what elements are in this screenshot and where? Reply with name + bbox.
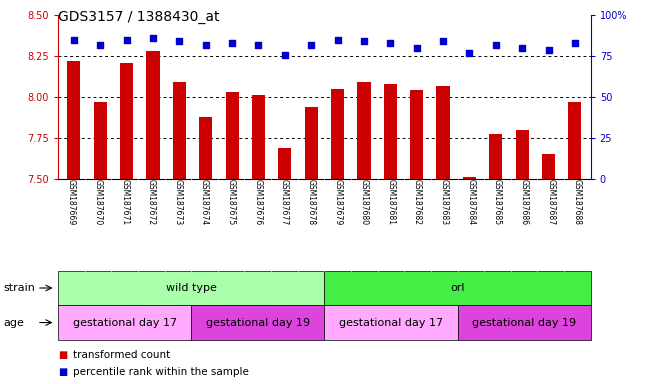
Bar bbox=[489, 134, 502, 179]
Bar bbox=[67, 61, 81, 179]
Text: age: age bbox=[3, 318, 24, 328]
Bar bbox=[568, 102, 581, 179]
Bar bbox=[120, 63, 133, 179]
Bar bbox=[383, 84, 397, 179]
Text: GSM187682: GSM187682 bbox=[413, 179, 422, 225]
Text: orl: orl bbox=[450, 283, 465, 293]
Text: GSM187687: GSM187687 bbox=[546, 179, 555, 225]
Point bbox=[253, 42, 264, 48]
Bar bbox=[252, 95, 265, 179]
Point bbox=[570, 40, 580, 46]
Text: GSM187681: GSM187681 bbox=[387, 179, 395, 225]
Bar bbox=[226, 92, 239, 179]
Text: ■: ■ bbox=[58, 350, 67, 360]
Bar bbox=[410, 91, 423, 179]
Bar bbox=[279, 147, 292, 179]
Point bbox=[517, 45, 527, 51]
Bar bbox=[436, 86, 449, 179]
Text: GDS3157 / 1388430_at: GDS3157 / 1388430_at bbox=[58, 10, 220, 23]
Text: GSM187676: GSM187676 bbox=[253, 179, 262, 225]
Text: GSM187670: GSM187670 bbox=[94, 179, 102, 225]
Text: gestational day 17: gestational day 17 bbox=[339, 318, 443, 328]
Text: GSM187685: GSM187685 bbox=[493, 179, 502, 225]
Point bbox=[69, 37, 79, 43]
Text: GSM187683: GSM187683 bbox=[440, 179, 449, 225]
Bar bbox=[173, 82, 186, 179]
Point bbox=[543, 46, 554, 53]
Text: gestational day 19: gestational day 19 bbox=[206, 318, 310, 328]
Text: transformed count: transformed count bbox=[73, 350, 170, 360]
Text: GSM187675: GSM187675 bbox=[226, 179, 236, 225]
Bar bbox=[542, 154, 555, 179]
Bar bbox=[305, 107, 318, 179]
Bar bbox=[357, 82, 370, 179]
Bar bbox=[147, 51, 160, 179]
Text: wild type: wild type bbox=[166, 283, 216, 293]
Text: GSM187686: GSM187686 bbox=[519, 179, 529, 225]
Point bbox=[385, 40, 395, 46]
Bar bbox=[463, 177, 476, 179]
Point bbox=[95, 42, 106, 48]
Text: gestational day 19: gestational day 19 bbox=[472, 318, 576, 328]
Text: ■: ■ bbox=[58, 367, 67, 377]
Text: GSM187688: GSM187688 bbox=[573, 179, 582, 225]
Point bbox=[121, 37, 132, 43]
Text: gestational day 17: gestational day 17 bbox=[73, 318, 177, 328]
Text: percentile rank within the sample: percentile rank within the sample bbox=[73, 367, 248, 377]
Text: GSM187684: GSM187684 bbox=[467, 179, 475, 225]
Bar bbox=[94, 102, 107, 179]
Text: GSM187679: GSM187679 bbox=[333, 179, 342, 225]
Point bbox=[438, 38, 448, 45]
Point bbox=[201, 42, 211, 48]
Point bbox=[227, 40, 238, 46]
Point bbox=[411, 45, 422, 51]
Text: GSM187677: GSM187677 bbox=[280, 179, 289, 225]
Point bbox=[280, 51, 290, 58]
Point bbox=[332, 37, 343, 43]
Point bbox=[148, 35, 158, 41]
Text: GSM187671: GSM187671 bbox=[120, 179, 129, 225]
Text: GSM187674: GSM187674 bbox=[200, 179, 209, 225]
Point bbox=[306, 42, 317, 48]
Bar bbox=[199, 117, 213, 179]
Text: GSM187680: GSM187680 bbox=[360, 179, 369, 225]
Text: strain: strain bbox=[3, 283, 35, 293]
Point bbox=[464, 50, 475, 56]
Text: GSM187673: GSM187673 bbox=[174, 179, 182, 225]
Point bbox=[174, 38, 185, 45]
Bar bbox=[515, 130, 529, 179]
Bar bbox=[331, 89, 344, 179]
Point bbox=[490, 42, 501, 48]
Text: GSM187672: GSM187672 bbox=[147, 179, 156, 225]
Text: GSM187669: GSM187669 bbox=[67, 179, 76, 225]
Point bbox=[358, 38, 369, 45]
Text: GSM187678: GSM187678 bbox=[307, 179, 315, 225]
